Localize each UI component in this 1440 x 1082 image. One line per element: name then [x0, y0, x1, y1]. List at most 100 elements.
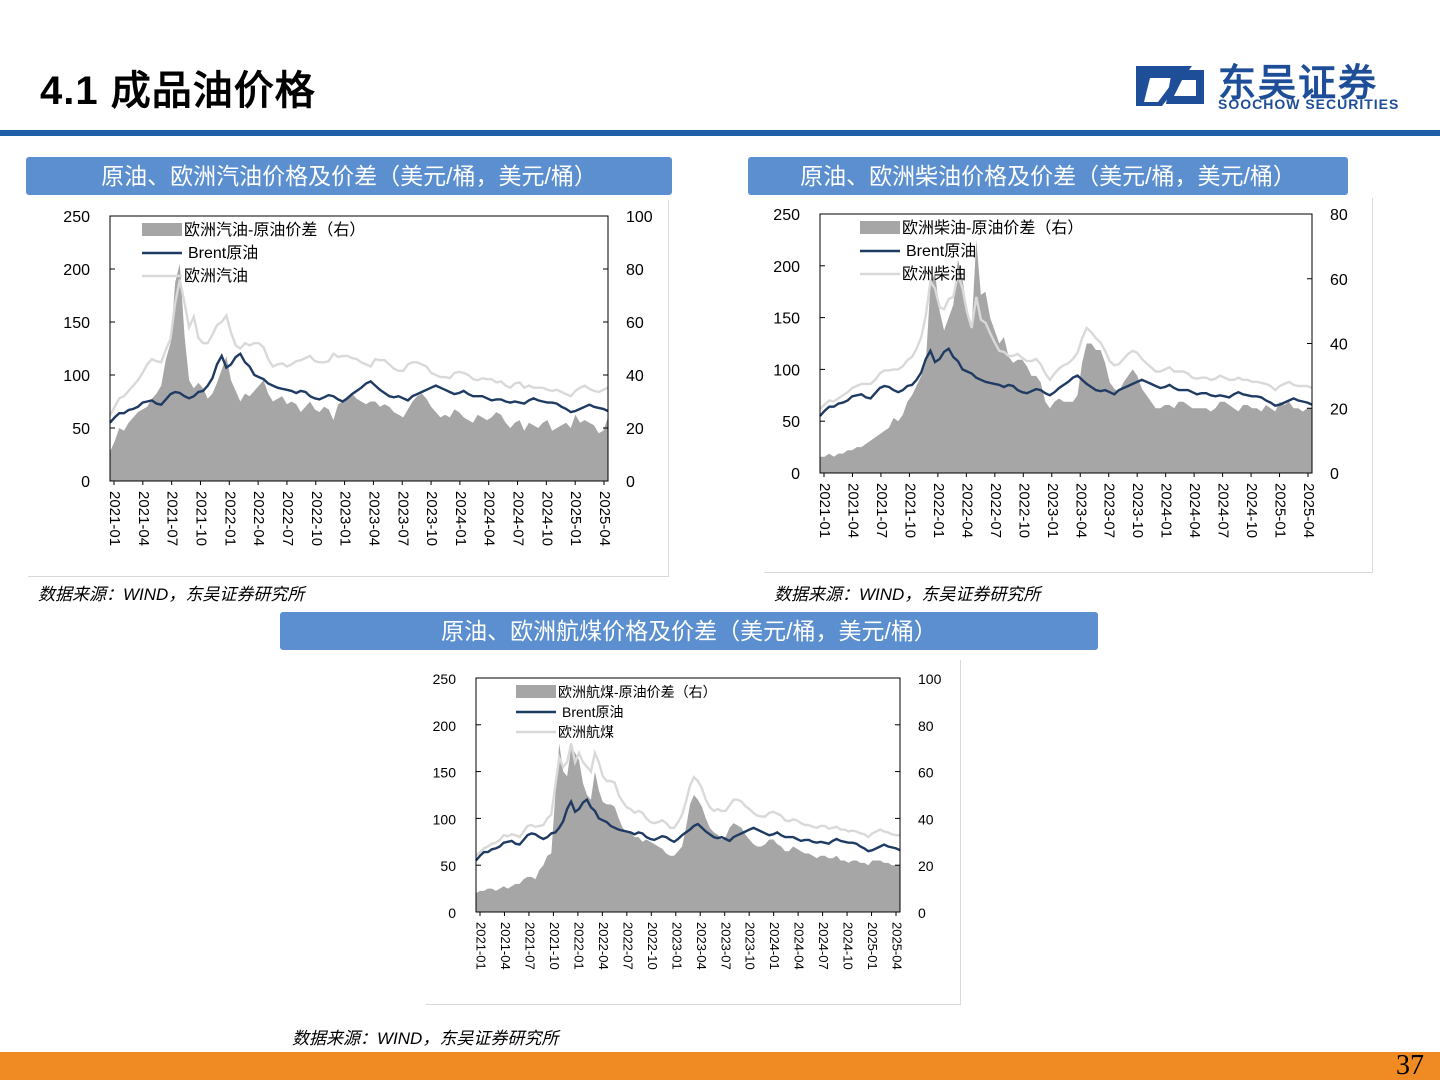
chart3-x-tick-label: 2024-07 — [816, 922, 831, 970]
page-number: 37 — [1396, 1050, 1424, 1081]
chart2-left-tick-label: 250 — [773, 207, 800, 224]
chart1-x-tick-label: 2024-01 — [452, 491, 469, 546]
chart1-x-tick-label: 2024-10 — [538, 491, 555, 546]
chart3-right-tick-label: 40 — [918, 811, 934, 827]
chart2-x-tick-label: 2021-07 — [873, 483, 890, 538]
chart1-product-line — [108, 279, 609, 416]
chart2-x-tick-label: 2024-07 — [1215, 483, 1232, 538]
chart3-x-tick-label: 2023-10 — [743, 922, 758, 970]
chart1-right-tick-label: 20 — [626, 421, 644, 438]
chart2-spread-area — [820, 239, 1312, 473]
soochow-logo-icon — [1136, 66, 1204, 106]
chart3-right-tick-label: 100 — [918, 671, 942, 687]
chart3-x-tick-label: 2021-07 — [523, 922, 538, 970]
chart3-left-tick-label: 50 — [440, 858, 456, 874]
chart3-legend-label-brent: Brent原油 — [562, 704, 623, 720]
logo-text-cn: 东吴证券 — [1218, 63, 1379, 105]
chart1-left-tick-label: 0 — [81, 474, 90, 491]
chart3-legend-label-product: 欧洲航煤 — [558, 724, 614, 740]
chart2-legend-label-product: 欧洲柴油 — [902, 265, 966, 283]
chart2-right-tick-label: 80 — [1330, 207, 1348, 224]
chart1-legend-label-spread: 欧洲汽油-原油价差（右） — [184, 221, 365, 239]
chart1-x-tick-label: 2023-04 — [365, 491, 382, 546]
chart2-x-tick-label: 2023-07 — [1101, 483, 1118, 538]
chart3-x-tick-label: 2022-10 — [645, 922, 660, 970]
chart3-x-tick-label: 2023-07 — [718, 922, 733, 970]
chart1-x-tick-label: 2021-10 — [193, 491, 210, 546]
chart1-frame: 0 50 100 150 200 250 0 20 40 60 80 100 2021-01 2021-0… — [28, 200, 669, 577]
chart3-right-tick-label: 0 — [918, 905, 926, 921]
chart2-legend-label-spread: 欧洲柴油-原油价差（右） — [902, 219, 1083, 237]
chart3-x-tick-label: 2021-01 — [474, 922, 489, 970]
chart3-x-tick-label: 2022-04 — [596, 922, 611, 970]
chart2-product-line — [819, 269, 1313, 410]
chart1-x-tick-label: 2021-04 — [135, 491, 152, 546]
chart3-x-tick-label: 2021-04 — [498, 922, 513, 970]
chart2-banner: 原油、欧洲柴油价格及价差（美元/桶，美元/桶） — [748, 157, 1348, 195]
chart1-legend-label-brent: Brent原油 — [188, 244, 258, 262]
chart3-x-tick-label: 2024-10 — [841, 922, 856, 970]
chart2-x-tick-label: 2023-04 — [1072, 483, 1089, 538]
chart3-left-tick-label: 150 — [433, 765, 457, 781]
chart3-svg: 0 50 100 150 200 250 0 20 40 60 80 100 2021-01 2021-0… — [433, 671, 942, 970]
chart2-x-tick-label: 2022-04 — [958, 483, 975, 538]
chart1-left-tick-label: 200 — [63, 262, 90, 279]
chart2-left-tick-label: 100 — [773, 362, 800, 379]
chart2-x-tick-label: 2021-01 — [816, 483, 833, 538]
chart1-x-tick-label: 2022-07 — [279, 491, 296, 546]
chart3-plot-border — [475, 677, 901, 913]
chart1-left-tick-label: 100 — [63, 368, 90, 385]
chart2-legend-label-brent: Brent原油 — [906, 242, 976, 260]
chart1-right-tick-label: 0 — [626, 474, 635, 491]
header-rule — [0, 130, 1440, 136]
chart2-x-tick-label: 2024-01 — [1158, 483, 1175, 538]
chart3-x-tick-label: 2025-01 — [865, 922, 880, 970]
chart1-svg: 0 50 100 150 200 250 0 20 40 60 80 100 2021-01 2021-0… — [63, 209, 653, 546]
soochow-logo: 东吴证券 SOOCHOW SECURITIES — [1132, 56, 1412, 116]
chart1-x-tick-label: 2022-04 — [250, 491, 267, 546]
chart3-left-tick-label: 100 — [433, 811, 457, 827]
chart1-banner: 原油、欧洲汽油价格及价差（美元/桶，美元/桶） — [26, 157, 672, 195]
chart1-legend-swatch-spread — [142, 223, 182, 236]
chart2-right-tick-label: 60 — [1330, 272, 1348, 289]
chart3-x-tick-label: 2023-04 — [694, 922, 709, 970]
chart2-left-tick-label: 0 — [791, 466, 800, 483]
chart1-x-tick-label: 2023-01 — [337, 491, 354, 546]
chart2-x-tick-label: 2024-10 — [1243, 483, 1260, 538]
footer-bar — [0, 1052, 1440, 1080]
chart1-left-tick-label: 250 — [63, 209, 90, 226]
chart3-source: 数据来源：WIND，东吴证券研究所 — [292, 1029, 559, 1048]
chart1-x-tick-label: 2023-10 — [423, 491, 440, 546]
chart3-x-tick-label: 2024-01 — [767, 922, 782, 970]
chart1-legend-label-product: 欧洲汽油 — [184, 267, 248, 285]
chart2-frame: 0 50 100 150 200 250 0 20 40 60 80 2021-01 2021-04 20… — [764, 198, 1373, 573]
chart1-brent-line — [109, 352, 609, 424]
chart1-x-tick-label: 2022-01 — [221, 491, 238, 546]
chart2-x-tick-label: 2025-04 — [1300, 483, 1317, 538]
chart1-x-tick-label: 2024-04 — [481, 491, 498, 546]
chart3-x-tick-label: 2022-01 — [571, 922, 586, 970]
logo-text-en: SOOCHOW SECURITIES — [1218, 96, 1400, 112]
chart2-x-tick-label: 2021-10 — [901, 483, 918, 538]
chart2-x-tick-label: 2023-01 — [1044, 483, 1061, 538]
chart1-source: 数据来源：WIND，东吴证券研究所 — [38, 585, 305, 604]
chart2-source: 数据来源：WIND，东吴证券研究所 — [774, 585, 1041, 604]
chart2-x-tick-label: 2022-07 — [987, 483, 1004, 538]
chart2-x-tick-label: 2022-01 — [930, 483, 947, 538]
chart2-svg: 0 50 100 150 200 250 0 20 40 60 80 2021-01 2021-04 20… — [773, 207, 1348, 538]
chart3-x-tick-label: 2023-01 — [669, 922, 684, 970]
chart2-x-tick-label: 2024-04 — [1186, 483, 1203, 538]
chart2-legend-swatch-spread — [860, 221, 900, 234]
chart1-right-tick-label: 40 — [626, 368, 644, 385]
chart2-left-tick-label: 200 — [773, 259, 800, 276]
chart1-x-tick-label: 2022-10 — [308, 491, 325, 546]
chart1-right-tick-label: 60 — [626, 315, 644, 332]
chart2-right-tick-label: 40 — [1330, 337, 1348, 354]
chart3-spread-area — [476, 743, 900, 912]
chart2-right-tick-label: 20 — [1330, 401, 1348, 418]
chart3-left-tick-label: 0 — [448, 905, 456, 921]
chart3-left-tick-label: 200 — [433, 718, 457, 734]
chart3-right-tick-label: 60 — [918, 765, 934, 781]
chart3-right-tick-label: 80 — [918, 718, 934, 734]
chart3-product-line — [475, 743, 900, 857]
